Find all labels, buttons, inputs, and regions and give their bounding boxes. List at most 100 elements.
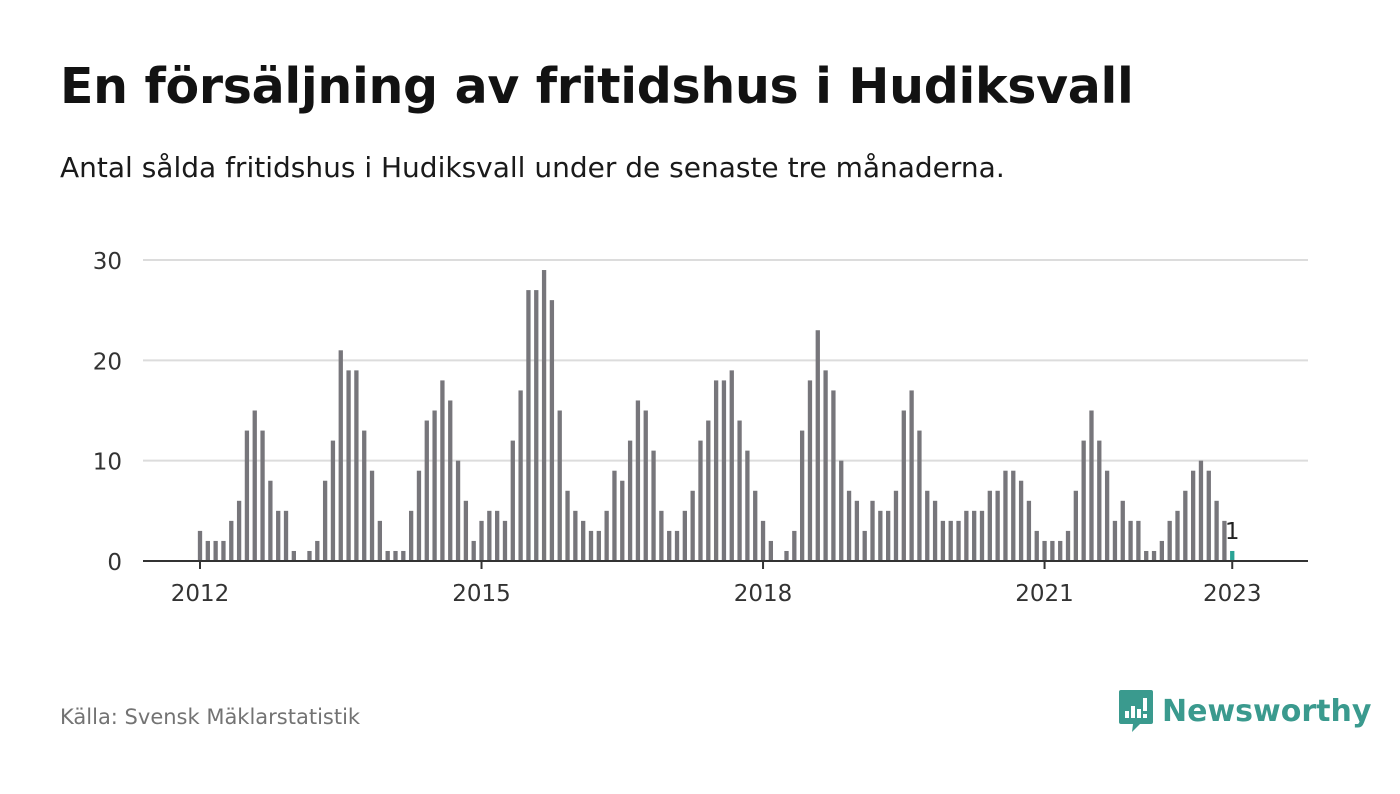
bar	[651, 450, 656, 561]
bar	[1058, 540, 1063, 561]
bar	[1167, 520, 1172, 561]
bar	[1081, 440, 1086, 561]
bar	[1206, 470, 1211, 561]
bar	[729, 370, 734, 561]
y-tick-label: 30	[93, 249, 122, 275]
bar	[260, 430, 265, 561]
bar	[862, 530, 867, 561]
bar	[1128, 520, 1133, 561]
bar	[229, 520, 234, 561]
bar	[549, 300, 555, 561]
bar	[479, 520, 484, 561]
bar	[1198, 460, 1204, 561]
bar	[940, 520, 946, 561]
bar	[635, 400, 641, 561]
y-tick-label: 20	[93, 349, 122, 375]
bar	[753, 490, 758, 561]
bar	[268, 480, 273, 561]
bar	[706, 420, 711, 561]
bar	[276, 510, 281, 561]
bar	[760, 520, 766, 561]
bar	[330, 440, 336, 561]
bar	[369, 470, 375, 561]
chart-title: En försäljning av fritidshus i Hudiksval…	[60, 58, 1134, 115]
brand-name: Newsworthy	[1162, 693, 1372, 729]
bar	[1026, 500, 1032, 561]
bar	[878, 510, 883, 561]
bar	[197, 530, 203, 561]
bar	[1034, 530, 1039, 561]
bar	[1183, 490, 1188, 561]
bar	[831, 390, 836, 561]
bar	[979, 510, 985, 561]
bar	[315, 540, 320, 561]
bar	[1065, 530, 1071, 561]
bar	[893, 490, 899, 561]
bar	[886, 510, 891, 561]
bar	[502, 520, 508, 561]
bar	[416, 470, 422, 561]
bar	[432, 410, 437, 561]
bar	[1230, 550, 1235, 561]
bar	[596, 530, 601, 561]
axes	[143, 560, 1308, 569]
bar	[620, 480, 625, 561]
bar	[291, 550, 296, 561]
bar	[745, 450, 750, 561]
x-tick-label: 2012	[171, 581, 230, 607]
bar	[987, 490, 992, 561]
bar	[925, 490, 930, 561]
bar	[401, 550, 406, 561]
bar	[674, 530, 680, 561]
bar	[1151, 550, 1157, 561]
bar	[588, 530, 594, 561]
bar	[307, 550, 312, 561]
bar	[737, 420, 742, 561]
bar	[901, 410, 906, 561]
bar	[972, 510, 977, 561]
bar	[964, 510, 969, 561]
bar	[1003, 470, 1008, 561]
bar	[1175, 510, 1180, 561]
bar	[408, 510, 414, 561]
bar	[236, 500, 242, 561]
chart-subtitle: Antal sålda fritidshus i Hudiksvall unde…	[60, 151, 1005, 184]
bar	[1097, 440, 1102, 561]
bar	[807, 380, 813, 561]
x-tick-label: 2023	[1203, 581, 1262, 607]
bar	[909, 390, 914, 561]
bar	[698, 440, 703, 561]
bar	[667, 530, 672, 561]
bar	[424, 420, 429, 561]
bar	[440, 380, 445, 561]
bar	[1042, 540, 1047, 561]
bar	[487, 510, 492, 561]
bar	[526, 290, 531, 561]
bar	[1089, 410, 1094, 561]
bar	[557, 410, 562, 561]
bar	[534, 290, 539, 561]
bar	[917, 430, 922, 561]
bar	[346, 370, 351, 561]
bar	[354, 370, 359, 561]
bar	[612, 470, 617, 561]
bar	[721, 380, 727, 561]
brand-logo: Newsworthy	[1118, 689, 1371, 733]
bar	[956, 520, 961, 561]
bar	[1104, 470, 1110, 561]
bar	[471, 540, 476, 561]
source-note: Källa: Svensk Mäklarstatistik	[60, 705, 361, 729]
bar	[463, 500, 469, 561]
bar	[643, 410, 648, 561]
bar	[455, 460, 461, 561]
bar	[784, 550, 789, 561]
bar	[213, 540, 218, 561]
bar	[448, 400, 453, 561]
bar	[510, 440, 515, 561]
x-tick-label: 2018	[734, 581, 793, 607]
bar	[690, 490, 695, 561]
bar	[659, 510, 664, 561]
y-tick-label: 10	[93, 450, 122, 476]
bar	[1018, 480, 1024, 561]
bar	[385, 550, 390, 561]
